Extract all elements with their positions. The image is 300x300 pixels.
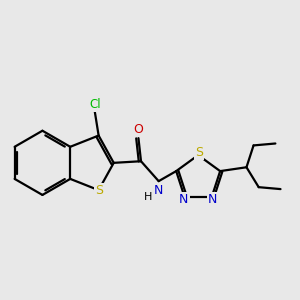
Text: O: O bbox=[134, 123, 143, 136]
Text: N: N bbox=[208, 193, 217, 206]
Text: S: S bbox=[195, 146, 203, 159]
Text: N: N bbox=[154, 184, 164, 196]
Text: Cl: Cl bbox=[89, 98, 100, 111]
Text: N: N bbox=[179, 193, 189, 206]
Text: H: H bbox=[144, 192, 153, 202]
Text: S: S bbox=[94, 184, 103, 196]
